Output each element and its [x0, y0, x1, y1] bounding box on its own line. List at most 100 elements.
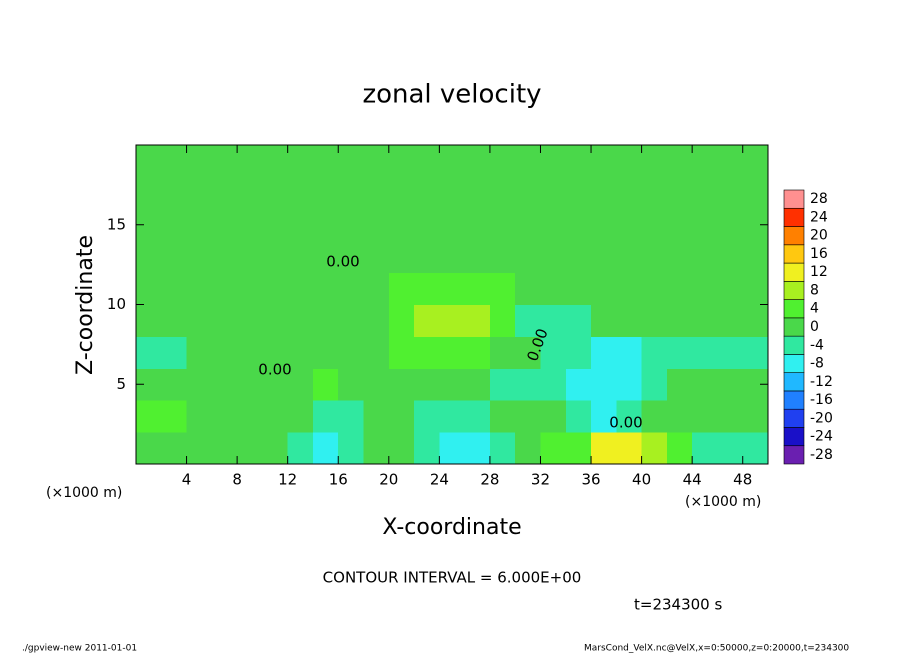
cell [591, 368, 617, 401]
cell [262, 240, 289, 274]
colorbar-box [783, 427, 805, 447]
cell [666, 272, 693, 305]
cell [666, 432, 693, 465]
cell [742, 432, 769, 465]
cell [666, 400, 693, 433]
y-axis-unit: (×1000 m) [46, 485, 122, 501]
cell [616, 176, 643, 210]
cell [287, 400, 314, 433]
cell [666, 240, 693, 274]
x-tick-label: 12 [278, 471, 297, 489]
cell [388, 272, 415, 305]
colorbar-box [783, 390, 805, 410]
y-tick-label: 10 [107, 295, 126, 313]
footer-right: MarsCond_VelX.nc@VelX,x=0:50000,z=0:2000… [584, 644, 849, 654]
cell [565, 176, 592, 210]
cell [717, 272, 744, 305]
colorbar-label: 28 [810, 191, 828, 207]
cell [641, 145, 668, 178]
cell [237, 176, 263, 210]
cell [186, 272, 213, 305]
cell [338, 145, 365, 178]
cell [136, 432, 162, 465]
cell [186, 432, 213, 465]
cell [312, 400, 339, 433]
cell [489, 272, 516, 305]
cell [338, 240, 365, 274]
cell [186, 304, 213, 337]
cell [641, 240, 668, 274]
cell [489, 208, 516, 242]
cell [565, 208, 592, 242]
cell [136, 336, 162, 369]
x-tick-label: 44 [683, 471, 702, 489]
colorbar-box [783, 226, 805, 246]
colorbar-label: 0 [810, 319, 819, 335]
cell [641, 400, 668, 433]
cell [717, 240, 744, 274]
cell [591, 336, 617, 369]
cell [312, 145, 339, 178]
cell [692, 400, 718, 433]
contour-label: 0.00 [609, 414, 642, 432]
cell [262, 145, 289, 178]
colorbar-label: 20 [810, 228, 828, 244]
cell [414, 304, 440, 337]
cell [388, 145, 415, 178]
cell [616, 240, 643, 274]
cell [489, 432, 516, 465]
cell [136, 240, 162, 274]
cell [388, 304, 415, 337]
cell [262, 400, 289, 433]
cell [363, 304, 390, 337]
cell [717, 304, 744, 337]
cell [692, 304, 718, 337]
colorbar-box [783, 281, 805, 300]
cell [591, 208, 617, 242]
cell [312, 368, 339, 401]
cell [616, 304, 643, 337]
cell [616, 336, 643, 369]
colorbar-label: 24 [810, 209, 828, 225]
cell [414, 208, 440, 242]
cell [363, 432, 390, 465]
cell [312, 208, 339, 242]
cell [237, 368, 263, 401]
cell [464, 336, 491, 369]
footer-left: ./gpview-new 2011-01-01 [22, 644, 137, 654]
cell [717, 208, 744, 242]
cell [565, 432, 592, 465]
cell [338, 176, 365, 210]
cell [515, 400, 541, 433]
cell [489, 145, 516, 178]
cell [666, 336, 693, 369]
cell [161, 304, 188, 337]
cell [540, 208, 567, 242]
cell [489, 176, 516, 210]
y-axis-label: Z-coordinate [73, 235, 98, 375]
cell [439, 304, 466, 337]
cell [363, 176, 390, 210]
cell [616, 208, 643, 242]
cell [363, 336, 390, 369]
cell [641, 304, 668, 337]
time-label: t=234300 s [634, 596, 722, 614]
cell [211, 400, 238, 433]
cell [363, 208, 390, 242]
cell [287, 432, 314, 465]
cell [565, 368, 592, 401]
cell [540, 240, 567, 274]
cell [262, 208, 289, 242]
colorbar-label: -8 [810, 356, 824, 372]
cell [464, 240, 491, 274]
cell [666, 208, 693, 242]
y-tick-label: 5 [116, 375, 126, 393]
cell [616, 400, 643, 433]
cell [717, 432, 744, 465]
cell [666, 304, 693, 337]
cell [161, 145, 188, 178]
cell [742, 304, 769, 337]
cell [414, 145, 440, 178]
cell [489, 240, 516, 274]
cell [161, 176, 188, 210]
